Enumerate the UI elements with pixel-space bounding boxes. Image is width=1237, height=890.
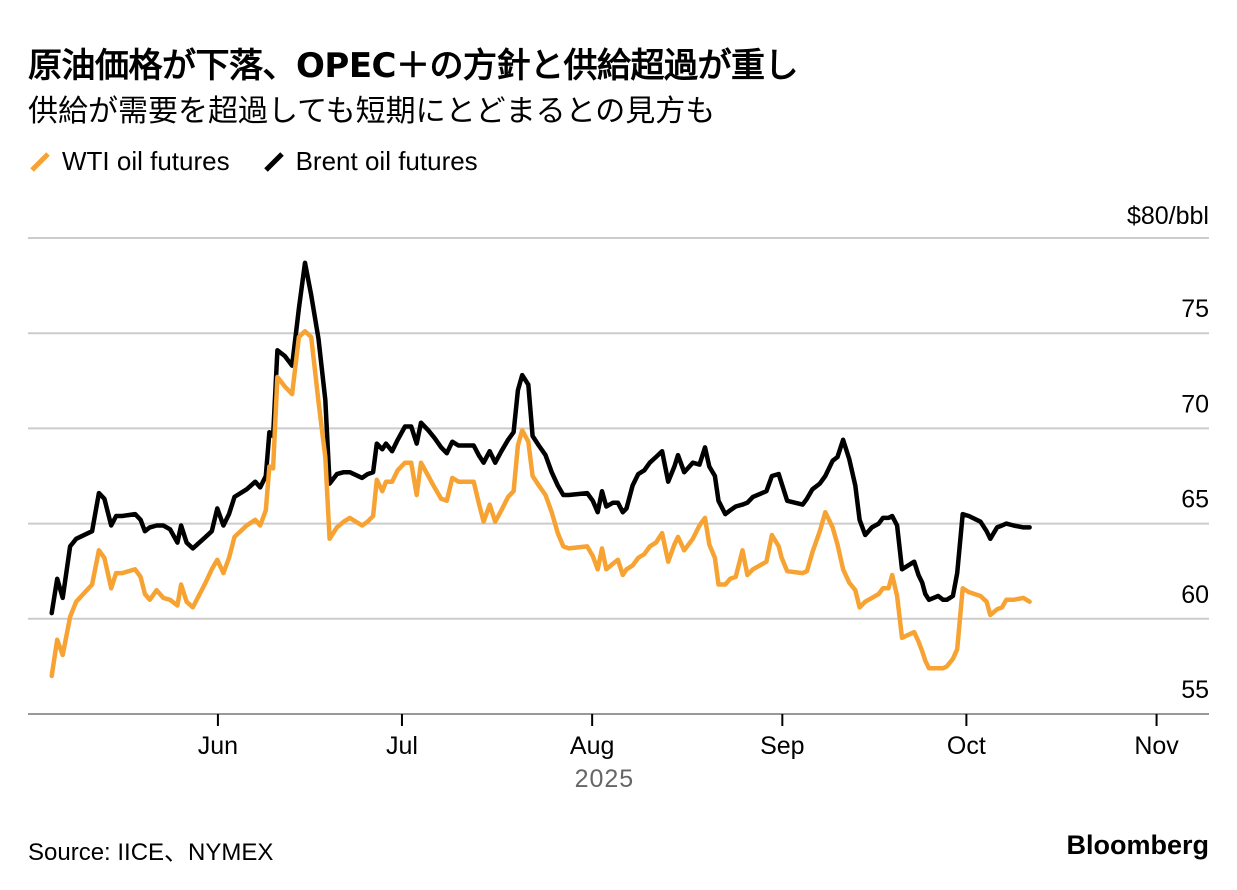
- x-tick-label: Aug: [570, 732, 614, 760]
- legend-item-wti[interactable]: WTI oil futures: [28, 146, 230, 177]
- x-tick-label: Sep: [760, 732, 804, 760]
- chart-subtitle: 供給が需要を超過しても短期にとどまるとの見方も: [28, 94, 716, 129]
- brand-logo: Bloomberg: [1066, 830, 1209, 860]
- series-line-brent: [49, 260, 1032, 616]
- series-line-wti: [49, 329, 1032, 679]
- legend-item-brent[interactable]: Brent oil futures: [262, 146, 478, 177]
- y-tick-label: 75: [1181, 295, 1209, 323]
- wti-swatch-icon: [30, 151, 50, 172]
- y-tick-label: 55: [1181, 676, 1209, 704]
- y-tick-label: 65: [1181, 486, 1209, 514]
- x-axis-year-label: 2025: [575, 765, 635, 793]
- legend: WTI oil futures Brent oil futures: [28, 146, 510, 177]
- legend-label-wti: WTI oil futures: [62, 146, 230, 176]
- legend-label-brent: Brent oil futures: [295, 146, 478, 176]
- x-tick-label: Jun: [198, 732, 238, 760]
- y-tick-label: 70: [1181, 390, 1209, 418]
- x-tick-label: Nov: [1134, 732, 1179, 760]
- x-tick-label: Jul: [386, 732, 418, 760]
- y-tick-label: 60: [1181, 581, 1209, 609]
- chart-title: 原油価格が下落、OPEC＋の方針と供給超過が重し: [28, 46, 799, 86]
- y-tick-label: $80/bbl: [1127, 202, 1209, 230]
- x-tick-label: Oct: [947, 732, 986, 760]
- brent-swatch-icon: [263, 151, 284, 172]
- source-note: Source: IICE、NYMEX: [28, 839, 274, 866]
